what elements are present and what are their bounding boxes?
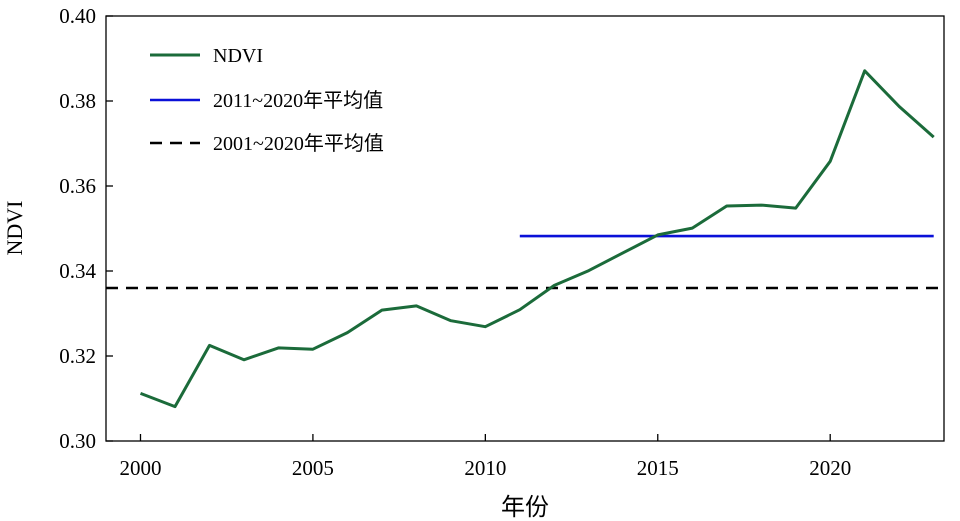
- y-tick-label: 0.38: [59, 89, 96, 113]
- ndvi-line: [139, 69, 935, 409]
- legend: NDVI 2011~2020年平均值 2001~2020年平均值: [150, 45, 384, 155]
- y-tick-label: 0.30: [59, 429, 96, 453]
- x-tick-label: 2005: [292, 456, 334, 480]
- y-axis-label: NDVI: [2, 201, 27, 256]
- x-tick-label: 2000: [119, 456, 161, 480]
- y-tick-label: 0.34: [59, 259, 96, 283]
- x-tick-label: 2015: [637, 456, 679, 480]
- x-tick-label: 2020: [809, 456, 851, 480]
- y-tick-label: 0.36: [59, 174, 96, 198]
- x-axis: 2000 2005 2010 2015 2020: [119, 434, 851, 480]
- y-axis: 0.30 0.32 0.34 0.36 0.38 0.40: [59, 4, 113, 453]
- y-tick-label: 0.32: [59, 344, 96, 368]
- y-tick-label: 0.40: [59, 4, 96, 28]
- series-group: [106, 69, 944, 409]
- legend-label-2001-2020-mean: 2001~2020年平均值: [213, 132, 384, 155]
- legend-label-ndvi: NDVI: [213, 45, 263, 67]
- legend-label-2011-2020-mean: 2011~2020年平均值: [213, 89, 383, 112]
- x-axis-label: 年份: [501, 494, 549, 521]
- plot-frame: [105, 15, 945, 442]
- x-tick-label: 2010: [464, 456, 506, 480]
